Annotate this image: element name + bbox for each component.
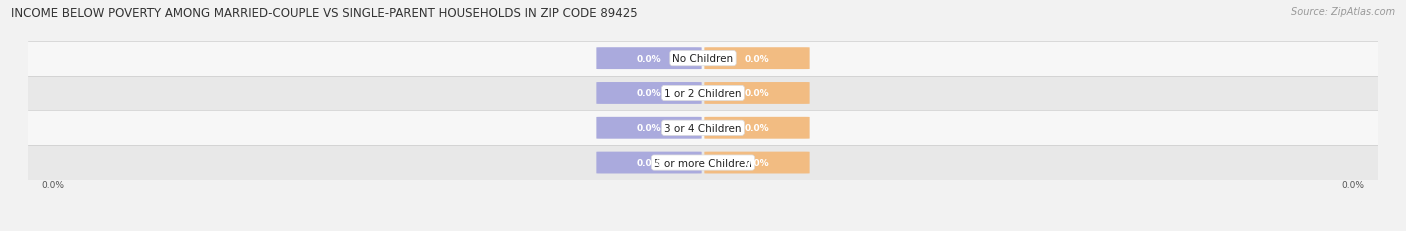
Legend: Married Couples, Single Parents: Married Couples, Single Parents (600, 229, 806, 231)
Bar (28, 76, 1378, 111)
Text: 5 or more Children: 5 or more Children (654, 158, 752, 168)
Text: No Children: No Children (672, 54, 734, 64)
FancyBboxPatch shape (704, 117, 810, 139)
FancyBboxPatch shape (596, 152, 702, 174)
Text: 0.0%: 0.0% (745, 89, 769, 98)
Text: 0.0%: 0.0% (1341, 180, 1364, 189)
Text: 0.0%: 0.0% (637, 158, 661, 167)
Text: 0.0%: 0.0% (637, 55, 661, 63)
FancyBboxPatch shape (596, 48, 702, 70)
FancyBboxPatch shape (596, 83, 702, 104)
Text: 0.0%: 0.0% (42, 180, 65, 189)
FancyBboxPatch shape (596, 117, 702, 139)
Text: 0.0%: 0.0% (637, 89, 661, 98)
Text: 0.0%: 0.0% (745, 158, 769, 167)
Text: Source: ZipAtlas.com: Source: ZipAtlas.com (1291, 7, 1395, 17)
FancyBboxPatch shape (704, 48, 810, 70)
FancyBboxPatch shape (704, 152, 810, 174)
Text: 0.0%: 0.0% (745, 55, 769, 63)
Text: INCOME BELOW POVERTY AMONG MARRIED-COUPLE VS SINGLE-PARENT HOUSEHOLDS IN ZIP COD: INCOME BELOW POVERTY AMONG MARRIED-COUPL… (11, 7, 638, 20)
Text: 3 or 4 Children: 3 or 4 Children (664, 123, 742, 133)
Bar (28, 111, 1378, 146)
Text: 0.0%: 0.0% (745, 124, 769, 133)
Text: 1 or 2 Children: 1 or 2 Children (664, 88, 742, 99)
Bar (28, 42, 1378, 76)
FancyBboxPatch shape (704, 83, 810, 104)
Text: 0.0%: 0.0% (637, 124, 661, 133)
Bar (28, 146, 1378, 180)
